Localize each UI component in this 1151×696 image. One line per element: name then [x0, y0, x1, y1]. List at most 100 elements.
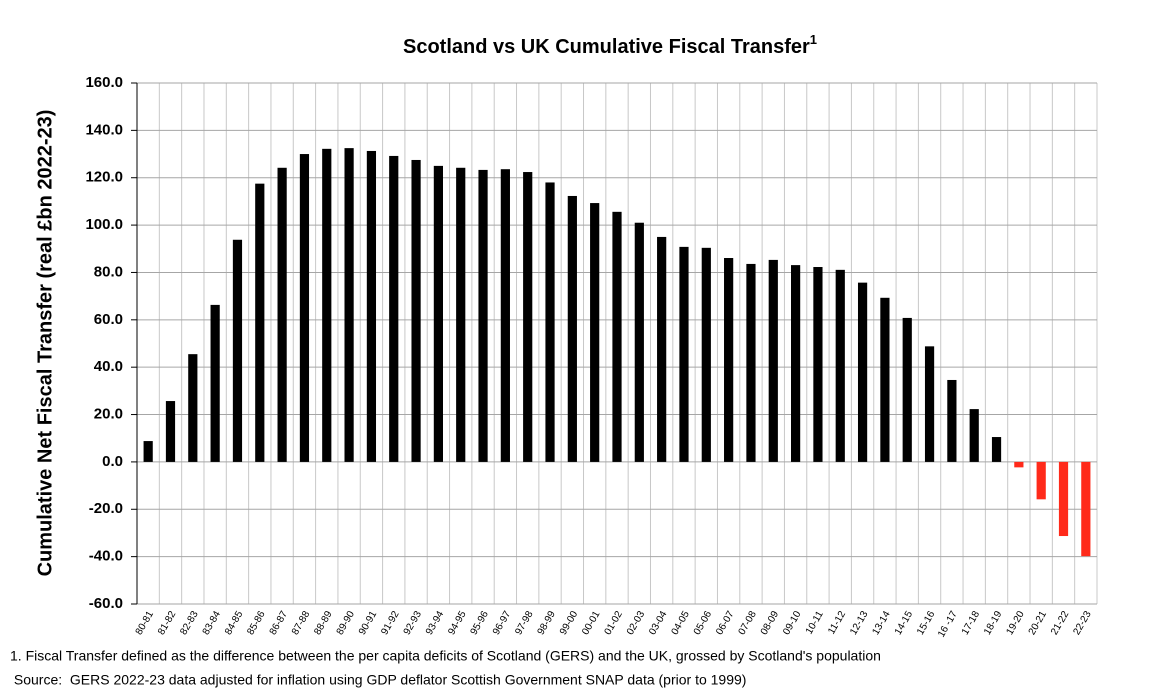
x-tick-label: 19-20: [1004, 609, 1027, 637]
bar: [500, 169, 510, 462]
x-tick-label: 18-19: [982, 609, 1005, 637]
x-tick-label: 08-09: [759, 609, 782, 637]
bar: [1081, 461, 1091, 557]
x-tick-label: 05-06: [692, 609, 715, 637]
bar: [1036, 461, 1046, 500]
bar: [947, 379, 957, 462]
y-tick-label: 120.0: [85, 169, 123, 186]
bar: [902, 317, 912, 462]
chart-title: Scotland vs UK Cumulative Fiscal Transfe…: [403, 32, 817, 58]
source-note: Source: GERS 2022-23 data adjusted for i…: [10, 672, 746, 688]
x-tick-label: 81-82: [156, 609, 179, 637]
bar: [210, 304, 220, 462]
x-tick-label: 15-16: [915, 609, 938, 637]
bar: [590, 203, 600, 462]
y-tick-label: -20.0: [89, 500, 123, 517]
x-tick-label: 11-12: [826, 609, 848, 636]
x-tick-label: 80-81: [134, 609, 157, 637]
bar: [433, 165, 443, 462]
bar: [724, 258, 734, 462]
bar: [701, 247, 711, 462]
bar: [924, 346, 935, 462]
bar: [791, 265, 801, 462]
bar: [299, 154, 310, 462]
x-tick-label: 98-99: [536, 609, 559, 637]
x-tick-label: 10-11: [804, 609, 826, 636]
y-tick-label: 100.0: [85, 216, 123, 233]
x-tick-label: 20-21: [1027, 609, 1050, 637]
bar: [366, 150, 377, 462]
x-tick-label: 95-96: [469, 609, 492, 637]
x-tick-label: 14-15: [893, 609, 916, 637]
x-tick-label: 90-91: [357, 609, 380, 637]
x-tick-label: 82-83: [178, 609, 201, 637]
bar: [634, 222, 644, 462]
x-tick-label: 03-04: [647, 609, 670, 637]
bar: [679, 246, 689, 462]
x-tick-label: 07-08: [737, 609, 760, 637]
x-tick-label: 16 -17: [936, 609, 960, 639]
bar: [1058, 461, 1069, 537]
x-tick-label: 83-84: [201, 609, 224, 637]
bar: [277, 167, 287, 462]
bar: [545, 182, 555, 462]
bar: [657, 236, 667, 462]
bar: [523, 172, 533, 462]
y-tick-label: 0.0: [102, 453, 123, 470]
y-tick-label: -60.0: [89, 595, 123, 612]
y-tick-label: 160.0: [85, 74, 123, 91]
bar: [165, 401, 176, 462]
bar: [567, 195, 577, 462]
x-tick-label: 12-13: [848, 609, 871, 637]
x-tick-label: 94-95: [446, 609, 469, 637]
y-tick-label: 80.0: [94, 263, 123, 280]
y-tick-label: -40.0: [89, 548, 123, 565]
bar: [857, 282, 868, 462]
x-tick-label: 09-10: [781, 609, 804, 637]
y-tick-label: 20.0: [94, 406, 123, 423]
x-tick-label: 85-86: [245, 609, 268, 637]
bar: [768, 259, 778, 462]
y-tick-label: 60.0: [94, 311, 123, 328]
x-tick-label: 99-00: [558, 609, 581, 637]
bar: [969, 409, 979, 462]
x-tick-label: 02-03: [625, 609, 648, 637]
x-tick-label: 21-22: [1049, 609, 1072, 637]
x-tick-label: 89-90: [335, 609, 358, 637]
x-tick-label: 97-98: [513, 609, 536, 637]
y-tick-label: 40.0: [94, 358, 123, 375]
x-tick-label: 06-07: [714, 609, 737, 637]
x-tick-label: 04-05: [670, 609, 693, 637]
bar: [813, 267, 823, 462]
bar: [322, 148, 332, 462]
x-tick-label: 00-01: [580, 609, 603, 637]
title-text: Scotland vs UK Cumulative Fiscal Transfe…: [403, 36, 810, 58]
bar: [411, 159, 421, 462]
bar: [478, 169, 488, 462]
x-tick-label: 91-92: [379, 609, 402, 637]
y-tick-label: 140.0: [85, 121, 123, 138]
bar: [991, 437, 1002, 462]
y-axis-label: Cumulative Net Fiscal Transfer (real £bn…: [34, 110, 56, 577]
x-tick-label: 17-18: [960, 609, 983, 637]
bar: [456, 167, 466, 462]
bar: [232, 239, 243, 462]
bar: [612, 211, 622, 462]
bar: [188, 354, 198, 462]
bar: [389, 155, 399, 462]
x-tick-label: 84-85: [223, 609, 246, 637]
x-tick-label: 01-02: [603, 609, 626, 637]
bar: [255, 183, 265, 462]
x-tick-label: 13-14: [870, 609, 893, 637]
bar: [1014, 461, 1024, 468]
x-tick-label: 93-94: [424, 609, 447, 637]
x-tick-label: 96-97: [491, 609, 514, 637]
bar: [344, 148, 354, 462]
x-tick-label: 88-89: [312, 609, 335, 637]
x-tick-label: 87-88: [290, 609, 313, 637]
x-tick-label: 86-87: [268, 609, 291, 637]
x-tick-label: 92-93: [402, 609, 425, 637]
bar: [880, 297, 890, 462]
bar: [143, 441, 153, 462]
